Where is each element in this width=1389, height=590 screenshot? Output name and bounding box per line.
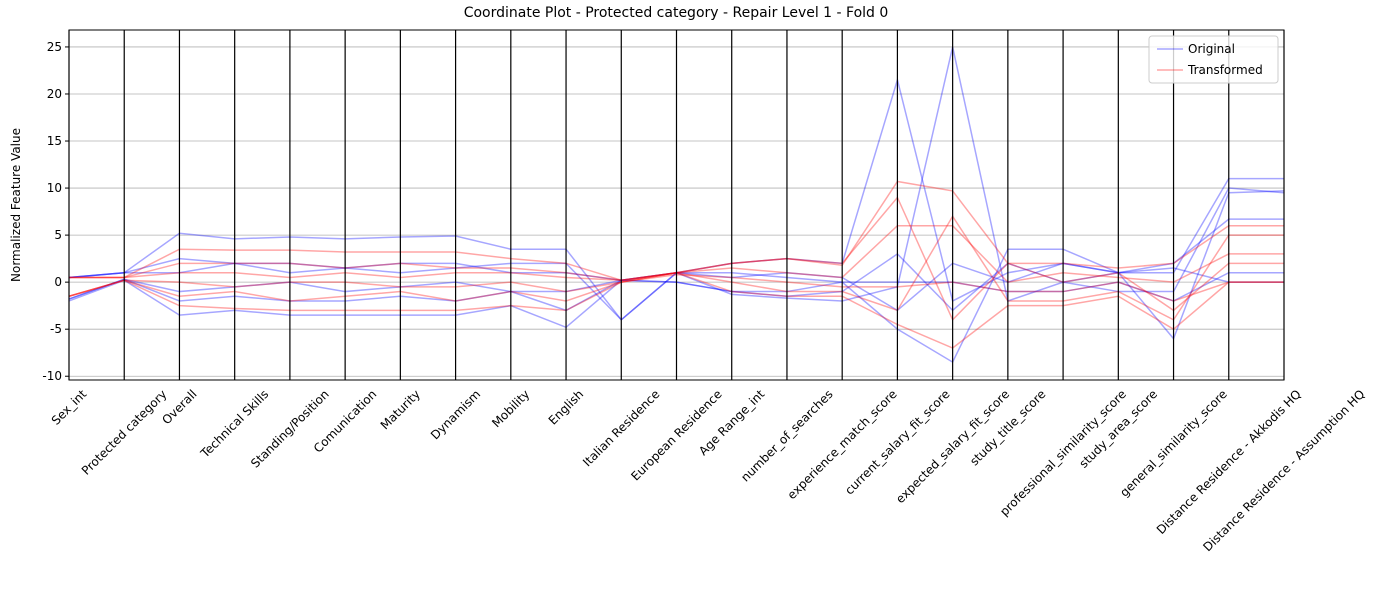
y-tick-label: 20 (47, 87, 62, 101)
y-tick-label: 25 (47, 40, 62, 54)
x-tick-label: Sex_int (49, 387, 90, 428)
x-tick-label: Protected category (79, 387, 170, 478)
y-tick-label: 10 (47, 181, 62, 195)
x-tick-label: Mobility (489, 387, 532, 430)
legend: Original Transformed (1148, 35, 1279, 84)
y-tick-label: -10 (42, 369, 62, 383)
x-tick-label: current_salary_fit_score (842, 387, 952, 497)
y-tick-label: -5 (50, 322, 62, 336)
y-tick-label: 15 (47, 134, 62, 148)
chart-title: Coordinate Plot - Protected category - R… (464, 5, 889, 21)
x-tick-label: professional_similarity_score (997, 387, 1129, 519)
y-tick-label: 5 (54, 228, 62, 242)
y-axis-label: Normalized Feature Value (9, 128, 23, 282)
x-tick-label: Dynamism (428, 387, 483, 442)
legend-label: Original (1188, 42, 1235, 56)
x-tick-label: experience_match_score (785, 387, 900, 502)
legend-box (1148, 35, 1279, 84)
x-tick-label: Maturity (378, 387, 423, 432)
y-tick-label: 0 (54, 275, 62, 289)
x-tick-label: Distance Residence - Akkodis HQ (1154, 387, 1304, 537)
legend-label: Transformed (1187, 63, 1263, 77)
x-tick-label: English (546, 387, 587, 428)
plot-frame (68, 29, 1285, 381)
